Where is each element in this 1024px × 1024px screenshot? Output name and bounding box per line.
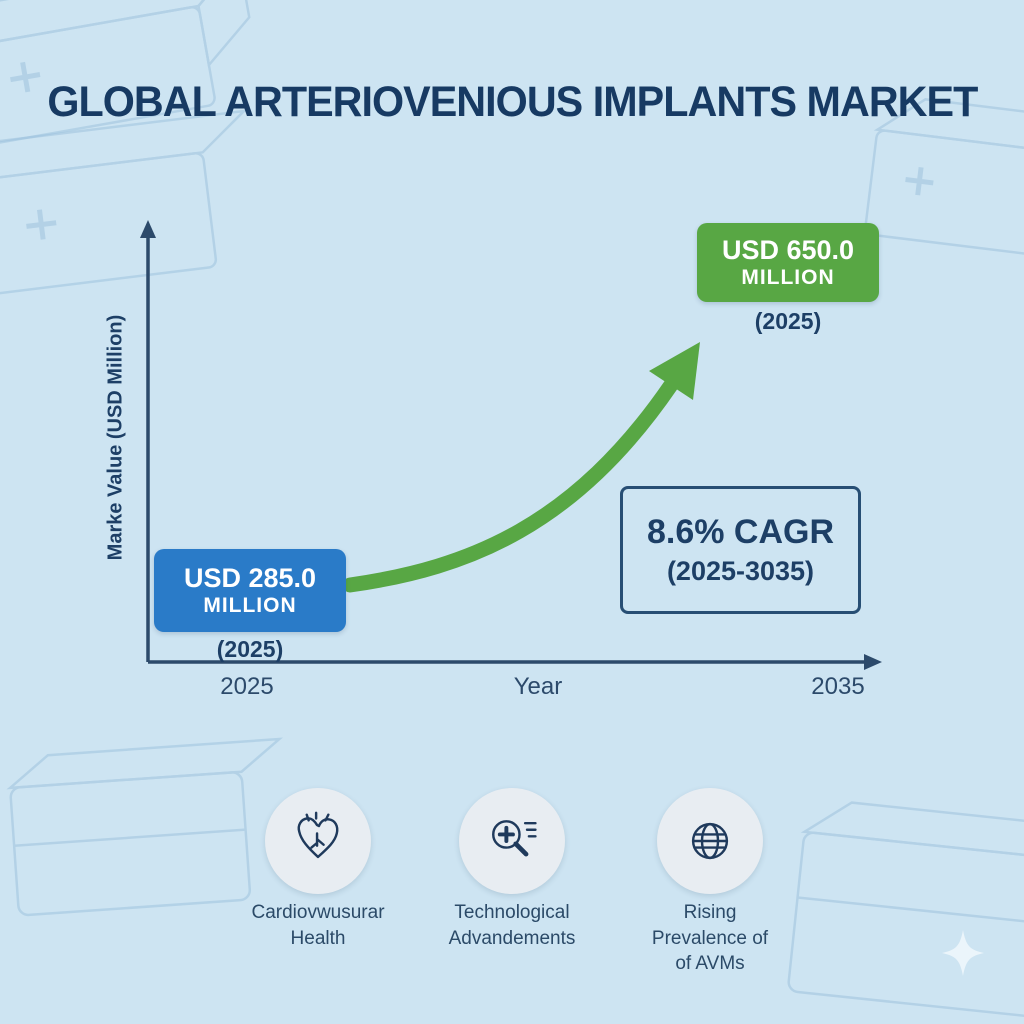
start-value-text: USD 285.0	[183, 562, 317, 593]
cagr-period: (2025-3035)	[666, 556, 815, 586]
cagr-value: 8.6% CAGR	[646, 513, 835, 551]
title-wrap: GLOBAL ARTERIOVENIOUS IMPLANTS MARKET	[0, 78, 1024, 127]
driver-label: Rising Prevalence of of AVMs	[651, 902, 769, 975]
end-year-label: (2025)	[754, 308, 822, 334]
x-tick-2025: 2025	[220, 673, 273, 700]
start-value-badge: USD 285.0 MILLION	[154, 549, 346, 632]
driver-icon-circle	[265, 788, 371, 894]
y-axis-arrowhead	[140, 220, 156, 238]
x-axis-arrowhead	[864, 654, 882, 670]
end-value-text: USD 650.0	[721, 234, 855, 265]
globe-icon	[691, 822, 729, 860]
sparkle-icon	[942, 930, 984, 976]
supply-case-icon	[787, 801, 1024, 1019]
cagr-box: 8.6% CAGR (2025-3035)	[620, 486, 861, 614]
x-axis-label-year: Year	[514, 673, 563, 700]
end-unit-text: MILLION	[741, 265, 835, 289]
start-year-label: (2025)	[216, 636, 284, 662]
supply-case-icon	[6, 737, 283, 917]
medical-box-icon	[864, 98, 1024, 261]
driver-label: Cardiovwusurar Health	[251, 902, 385, 949]
heart-icon	[297, 811, 339, 859]
growth-arrowhead	[649, 342, 700, 400]
start-unit-text: MILLION	[203, 593, 297, 617]
growth-arrow	[342, 377, 679, 593]
end-value-badge: USD 650.0 MILLION	[697, 223, 879, 302]
x-tick-2035: 2035	[811, 673, 864, 700]
driver-label: Technological Advandements	[448, 902, 576, 949]
medical-box-icon	[0, 0, 251, 148]
magnifier-plus-icon	[492, 820, 537, 857]
driver-icon-circle	[657, 788, 763, 894]
driver-icon-circle	[459, 788, 565, 894]
y-axis-label: Marke Value (USD Million)	[104, 314, 127, 561]
medical-box-icon	[0, 109, 248, 303]
page-title: GLOBAL ARTERIOVENIOUS IMPLANTS MARKET	[46, 78, 978, 126]
